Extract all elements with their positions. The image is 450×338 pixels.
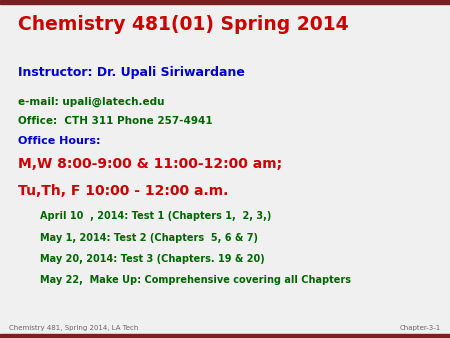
Text: Chemistry 481(01) Spring 2014: Chemistry 481(01) Spring 2014 <box>18 15 349 34</box>
Bar <box>0 334 450 338</box>
Text: e-mail: upali@latech.edu: e-mail: upali@latech.edu <box>18 96 165 106</box>
Text: Instructor: Dr. Upali Siriwardane: Instructor: Dr. Upali Siriwardane <box>18 66 245 79</box>
Text: M,W 8:00-9:00 & 11:00-12:00 am;: M,W 8:00-9:00 & 11:00-12:00 am; <box>18 157 282 171</box>
Text: April 10  , 2014: Test 1 (Chapters 1,  2, 3,): April 10 , 2014: Test 1 (Chapters 1, 2, … <box>40 211 272 221</box>
Text: May 1, 2014: Test 2 (Chapters  5, 6 & 7): May 1, 2014: Test 2 (Chapters 5, 6 & 7) <box>40 233 258 243</box>
Text: May 20, 2014: Test 3 (Chapters. 19 & 20): May 20, 2014: Test 3 (Chapters. 19 & 20) <box>40 254 265 264</box>
Text: Chemistry 481, Spring 2014, LA Tech: Chemistry 481, Spring 2014, LA Tech <box>9 324 139 331</box>
Bar <box>0 0 450 4</box>
Text: Tu,Th, F 10:00 - 12:00 a.m.: Tu,Th, F 10:00 - 12:00 a.m. <box>18 184 228 198</box>
Text: Office Hours:: Office Hours: <box>18 136 100 146</box>
Text: Office:  CTH 311 Phone 257-4941: Office: CTH 311 Phone 257-4941 <box>18 116 212 126</box>
Text: May 22,  Make Up: Comprehensive covering all Chapters: May 22, Make Up: Comprehensive covering … <box>40 275 351 286</box>
Text: Chapter-3-1: Chapter-3-1 <box>400 324 441 331</box>
